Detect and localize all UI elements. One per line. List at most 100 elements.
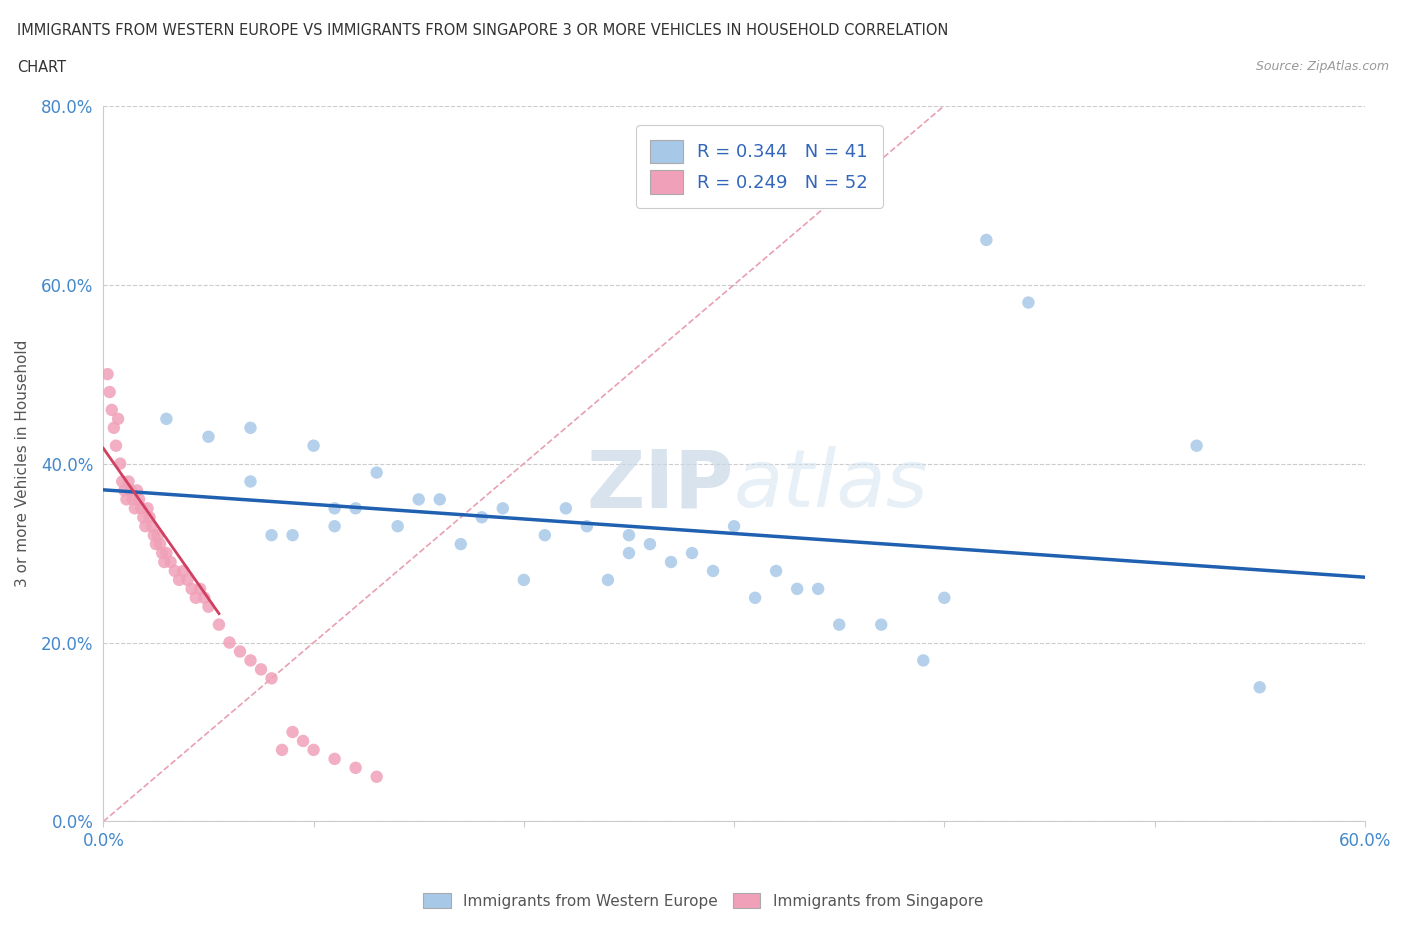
Point (96, 366, 118, 381)
Point (702, 564, 724, 578)
Point (429, 492, 451, 507)
Point (121, 492, 143, 507)
Point (163, 564, 186, 578)
Point (146, 527, 169, 542)
Point (250, 662, 273, 677)
Point (107, 411, 129, 426)
Point (111, 474, 134, 489)
Point (323, 501, 346, 516)
Y-axis label: 3 or more Vehicles in Household: 3 or more Vehicles in Household (15, 339, 30, 587)
Text: atlas: atlas (734, 446, 929, 525)
Point (134, 519, 156, 534)
Point (513, 573, 536, 588)
Point (744, 591, 766, 605)
Point (197, 430, 219, 445)
Point (292, 734, 315, 749)
Point (108, 456, 131, 471)
Point (323, 751, 346, 766)
Point (596, 573, 619, 588)
Point (554, 501, 576, 516)
Point (260, 671, 283, 685)
Point (172, 564, 194, 578)
Point (534, 527, 557, 542)
Point (120, 483, 142, 498)
Point (450, 537, 472, 551)
Point (302, 742, 325, 757)
Point (115, 492, 138, 507)
Point (912, 653, 935, 668)
Point (492, 501, 515, 516)
Point (281, 724, 304, 739)
Point (128, 492, 150, 507)
Point (132, 510, 155, 525)
Point (1185, 438, 1208, 453)
Point (167, 573, 190, 588)
Point (828, 618, 851, 632)
Text: Source: ZipAtlas.com: Source: ZipAtlas.com (1256, 60, 1389, 73)
Point (142, 527, 165, 542)
Point (124, 501, 146, 516)
Point (188, 581, 211, 596)
Point (117, 474, 139, 489)
Point (659, 554, 682, 569)
Point (239, 420, 262, 435)
Point (681, 546, 703, 561)
Point (159, 554, 181, 569)
Point (366, 465, 388, 480)
Point (260, 527, 283, 542)
Point (1249, 680, 1271, 695)
Point (176, 573, 198, 588)
Point (323, 519, 346, 534)
Point (218, 635, 240, 650)
Point (807, 581, 830, 596)
Point (344, 761, 367, 776)
Point (344, 501, 367, 516)
Point (617, 527, 640, 542)
Point (575, 519, 598, 534)
Point (103, 420, 125, 435)
Point (112, 483, 135, 498)
Point (153, 554, 176, 569)
Point (208, 618, 231, 632)
Point (145, 537, 167, 551)
Point (239, 653, 262, 668)
Text: ZIP: ZIP (586, 446, 734, 525)
Point (229, 644, 252, 659)
Point (149, 537, 172, 551)
Point (155, 411, 177, 426)
Point (934, 591, 956, 605)
Text: CHART: CHART (17, 60, 66, 75)
Point (129, 501, 152, 516)
Point (141, 519, 163, 534)
Point (150, 546, 173, 561)
Point (239, 474, 262, 489)
Point (138, 510, 160, 525)
Point (1017, 295, 1039, 310)
Text: IMMIGRANTS FROM WESTERN EUROPE VS IMMIGRANTS FROM SINGAPORE 3 OR MORE VEHICLES I: IMMIGRANTS FROM WESTERN EUROPE VS IMMIGR… (17, 23, 948, 38)
Point (302, 438, 325, 453)
Point (104, 438, 127, 453)
Point (125, 483, 148, 498)
Point (281, 527, 304, 542)
Point (387, 519, 409, 534)
Point (193, 591, 215, 605)
Point (136, 501, 159, 516)
Point (100, 403, 122, 418)
Point (471, 510, 494, 525)
Point (786, 581, 808, 596)
Point (617, 546, 640, 561)
Point (723, 519, 745, 534)
Legend: Immigrants from Western Europe, Immigrants from Singapore: Immigrants from Western Europe, Immigran… (418, 886, 988, 915)
Point (638, 537, 661, 551)
Point (271, 742, 294, 757)
Point (976, 232, 998, 247)
Point (408, 492, 430, 507)
Point (870, 618, 893, 632)
Point (366, 769, 388, 784)
Point (180, 581, 202, 596)
Point (197, 599, 219, 614)
Point (184, 591, 207, 605)
Point (155, 546, 177, 561)
Point (98, 385, 121, 400)
Legend: R = 0.344   N = 41, R = 0.249   N = 52: R = 0.344 N = 41, R = 0.249 N = 52 (636, 126, 883, 208)
